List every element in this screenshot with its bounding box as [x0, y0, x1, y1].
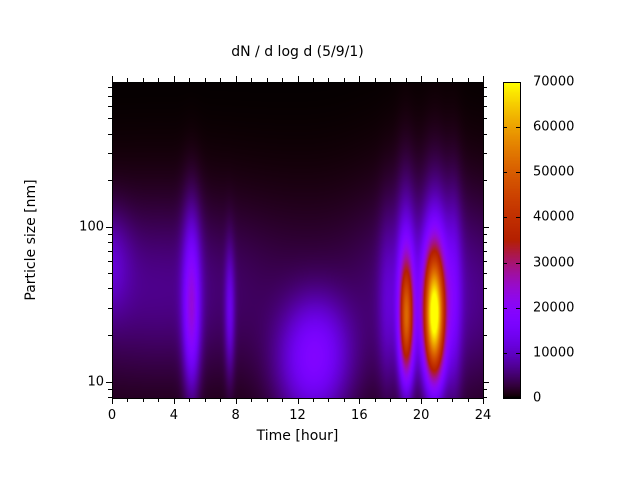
x-tick-label: 12: [289, 408, 306, 423]
colorbar-tick-label: 40000: [533, 209, 575, 225]
colorbar-tick-label: 50000: [533, 164, 575, 180]
x-tick-label: 24: [474, 408, 492, 423]
colorbar-tick-label: 70000: [533, 74, 575, 90]
x-tick-label: 4: [169, 408, 178, 423]
x-axis-label: Time [hour]: [256, 428, 339, 444]
colorbar-tick-label: 20000: [533, 300, 575, 316]
plot-border: [112, 82, 484, 399]
x-tick-label: 16: [351, 408, 368, 423]
colorbar-tick-label: 60000: [533, 119, 575, 135]
colorbar-border: [503, 82, 521, 399]
colorbar-gradient: [503, 82, 520, 398]
y-tick-label: 10: [87, 374, 104, 390]
colorbar-tick-label: 30000: [533, 255, 575, 271]
y-tick-label: 100: [79, 219, 104, 235]
colorbar-tick-label: 10000: [533, 345, 575, 361]
colorbar-tick-label: 0: [533, 390, 542, 406]
x-tick-label: 20: [412, 408, 430, 423]
x-tick-label: 0: [107, 408, 117, 423]
heatmap-canvas: [112, 82, 483, 398]
x-tick-label: 8: [231, 408, 240, 423]
chart-title: dN / d log d (5/9/1): [231, 44, 364, 60]
